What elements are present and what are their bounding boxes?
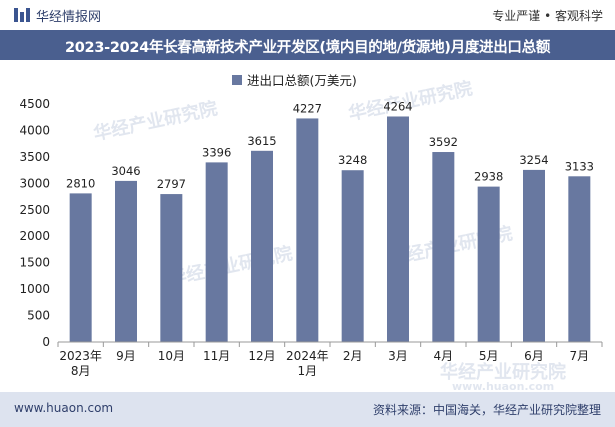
x-tick-label: 2023年: [59, 349, 102, 363]
y-tick-label: 3000: [19, 176, 50, 190]
bar: [341, 170, 364, 342]
x-tick-label: 6月: [524, 349, 544, 363]
brand-name: 华经情报网: [36, 10, 102, 25]
footer-website: www.huaon.com: [14, 401, 114, 415]
x-tick-label: 8月: [71, 364, 91, 378]
legend: 进出口总额(万美元): [232, 73, 357, 88]
watermark-text: 华经产业研究院: [440, 361, 566, 383]
data-labels: 2810 3046 2797 3396 3615 4227 3248 4264 3592 2938…: [66, 99, 594, 191]
x-tick-label: 5月: [479, 349, 499, 363]
x-tick-label: 3月: [388, 349, 408, 363]
y-tick-label: 4000: [19, 123, 50, 137]
data-label: 2797: [157, 177, 186, 191]
x-tick-label: 9月: [116, 349, 136, 363]
watermark-text: 华经产业研究院: [166, 242, 294, 290]
data-label: 2810: [66, 176, 95, 190]
bar-chart: 华经产业研究院华经产业研究院华经产业研究院华经产业研究院华经产业研究院www.h…: [19, 73, 603, 392]
y-tick-label: 1000: [19, 282, 50, 296]
x-tick-label: 12月: [248, 349, 275, 363]
data-label: 3046: [111, 164, 140, 178]
y-tick-label: 2000: [19, 229, 50, 243]
bars: [69, 116, 591, 343]
bar: [69, 193, 92, 342]
legend-swatch: [232, 75, 242, 85]
watermark-url: www.huaon.com: [452, 380, 554, 392]
bar: [432, 152, 455, 342]
y-tick-label: 2500: [19, 203, 50, 217]
y-tick-label: 0: [42, 335, 50, 349]
y-tick-label: 500: [27, 309, 50, 323]
brand-logo-icon: [14, 8, 30, 22]
bar: [296, 118, 319, 343]
data-label: 3592: [429, 135, 458, 149]
chart-title: 2023-2024年长春高新技术产业开发区(境内目的地/货源地)月度进出口总额: [64, 40, 551, 56]
bar: [477, 186, 500, 342]
legend-label: 进出口总额(万美元): [247, 73, 357, 88]
y-tick-label: 4500: [19, 97, 50, 111]
bar: [115, 180, 137, 342]
data-label: 4264: [383, 99, 412, 113]
top-bar: 华经情报网 专业严谨 • 客观科学: [0, 0, 615, 30]
data-label: 2938: [474, 170, 503, 184]
bar: [205, 162, 228, 342]
footer: www.huaon.com 资料来源：中国海关，华经产业研究院整理: [0, 392, 615, 427]
data-label: 3254: [519, 153, 548, 167]
title-bar: [0, 30, 615, 60]
x-tick-label: 2月: [343, 349, 363, 363]
y-tick-label: 1500: [19, 256, 50, 270]
x-tick-label: 4月: [434, 349, 454, 363]
x-tick-label: 2024年: [286, 349, 329, 363]
bar: [251, 150, 273, 342]
bar: [160, 194, 183, 342]
x-tick-label: 1月: [298, 364, 318, 378]
data-label: 4227: [293, 101, 322, 115]
watermark-text: 华经产业研究院: [91, 97, 219, 145]
bar: [568, 176, 591, 342]
brand-tagline: 专业严谨 • 客观科学: [492, 9, 603, 23]
bar: [523, 169, 545, 342]
y-axis: 0 500 1000 1500 2000 2500 3000 3500 4000 4500: [19, 97, 50, 349]
bar: [387, 116, 409, 342]
footer-source: 资料来源：中国海关，华经产业研究院整理: [372, 403, 601, 417]
x-tick-label: 7月: [570, 349, 590, 363]
y-tick-label: 3500: [19, 150, 50, 164]
data-label: 3615: [247, 134, 276, 148]
data-label: 3396: [202, 145, 231, 159]
x-tick-label: 11月: [203, 349, 230, 363]
data-label: 3248: [338, 153, 367, 167]
x-tick-label: 10月: [158, 349, 185, 363]
data-label: 3133: [565, 159, 594, 173]
